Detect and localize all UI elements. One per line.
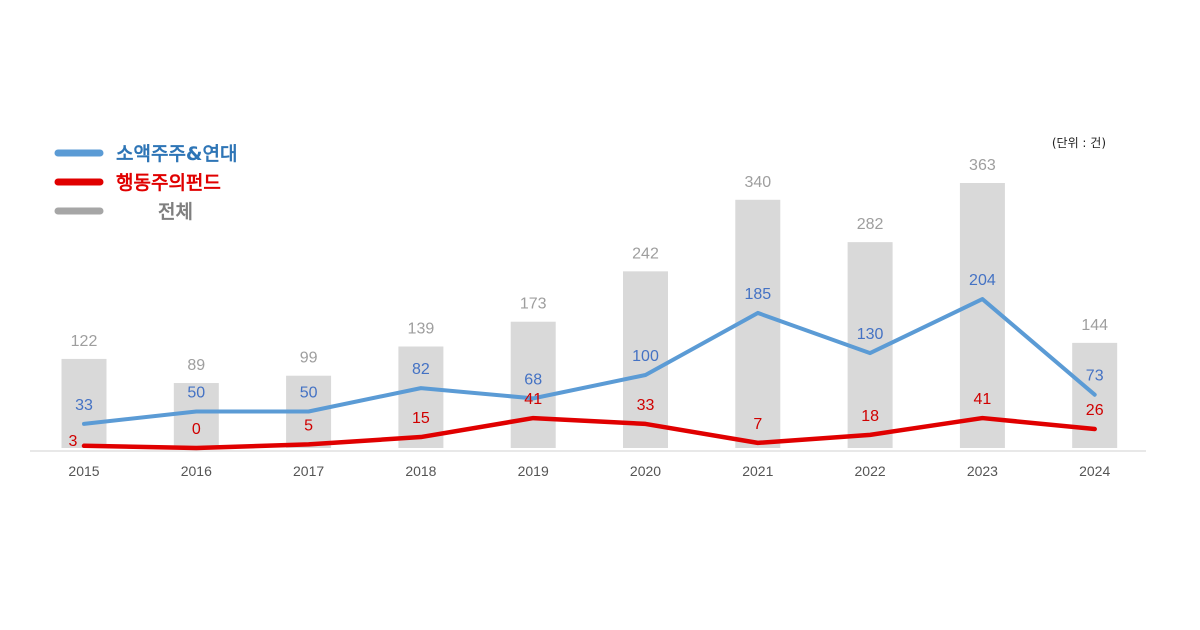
legend-label-1: 소액주주&연대 (116, 143, 237, 165)
bar-total-2019 (510, 321, 556, 448)
bar-total-2023 (959, 183, 1005, 448)
legend-label-2: 행동주의펀드 (116, 172, 221, 194)
series-2-label-2024: 26 (1086, 402, 1104, 419)
bar-label-2023: 363 (969, 157, 996, 174)
bar-total-2020 (623, 271, 668, 448)
series-1-label-2018: 82 (412, 361, 430, 378)
series-2-label-2015: 3 (69, 433, 78, 450)
series-line-2 (81, 415, 1097, 451)
series-2-label-2016: 0 (192, 421, 201, 438)
series-2-label-2022: 18 (861, 408, 879, 425)
bar-total-2018 (398, 346, 444, 448)
bar-label-2024: 144 (1081, 317, 1108, 334)
bar-total-2015 (61, 358, 107, 448)
series-1-label-2021: 185 (744, 286, 771, 303)
series-1-label-2022: 130 (857, 326, 884, 343)
x-tick-2021: 2021 (742, 463, 773, 479)
series-1-label-2016: 50 (187, 384, 205, 401)
series-1-label-2019: 68 (524, 371, 542, 388)
x-tick-2018: 2018 (405, 463, 436, 479)
bar-label-2016: 89 (187, 357, 205, 374)
series-1-label-2015: 33 (75, 397, 93, 414)
bar-label-2022: 282 (857, 216, 884, 233)
series-1-label-2017: 50 (300, 384, 318, 401)
bar-label-2015: 122 (71, 333, 98, 350)
series-1-label-2024: 73 (1086, 368, 1104, 385)
series-1-label-2023: 204 (969, 272, 996, 289)
x-tick-2019: 2019 (518, 463, 549, 479)
x-tick-2016: 2016 (181, 463, 212, 479)
unit-label: (단위 : 건) (1052, 136, 1106, 150)
series-1-label-2020: 100 (632, 348, 659, 365)
x-tick-2020: 2020 (630, 463, 661, 479)
x-tick-2023: 2023 (967, 463, 998, 479)
bar-label-2021: 340 (744, 174, 771, 191)
x-tick-2022: 2022 (855, 463, 886, 479)
series-2-label-2021: 7 (753, 416, 762, 433)
bar-label-2018: 139 (408, 321, 435, 338)
series-2-label-2018: 15 (412, 410, 430, 427)
x-tick-2015: 2015 (68, 463, 99, 479)
bar-label-2017: 99 (300, 350, 318, 367)
series-2-label-2019: 41 (524, 391, 542, 408)
bar-total-2016 (173, 383, 219, 448)
series-2-label-2023: 41 (974, 391, 992, 408)
series-2-label-2020: 33 (637, 397, 655, 414)
bar-label-2020: 242 (632, 245, 659, 262)
series-2-label-2017: 5 (304, 417, 313, 434)
series-line-1 (82, 297, 1097, 426)
x-tick-2024: 2024 (1079, 463, 1110, 479)
bar-label-2019: 173 (520, 296, 547, 313)
bar-total-2021 (735, 199, 781, 448)
legend-label-3: 전체 (158, 201, 193, 223)
x-tick-2017: 2017 (293, 463, 324, 479)
